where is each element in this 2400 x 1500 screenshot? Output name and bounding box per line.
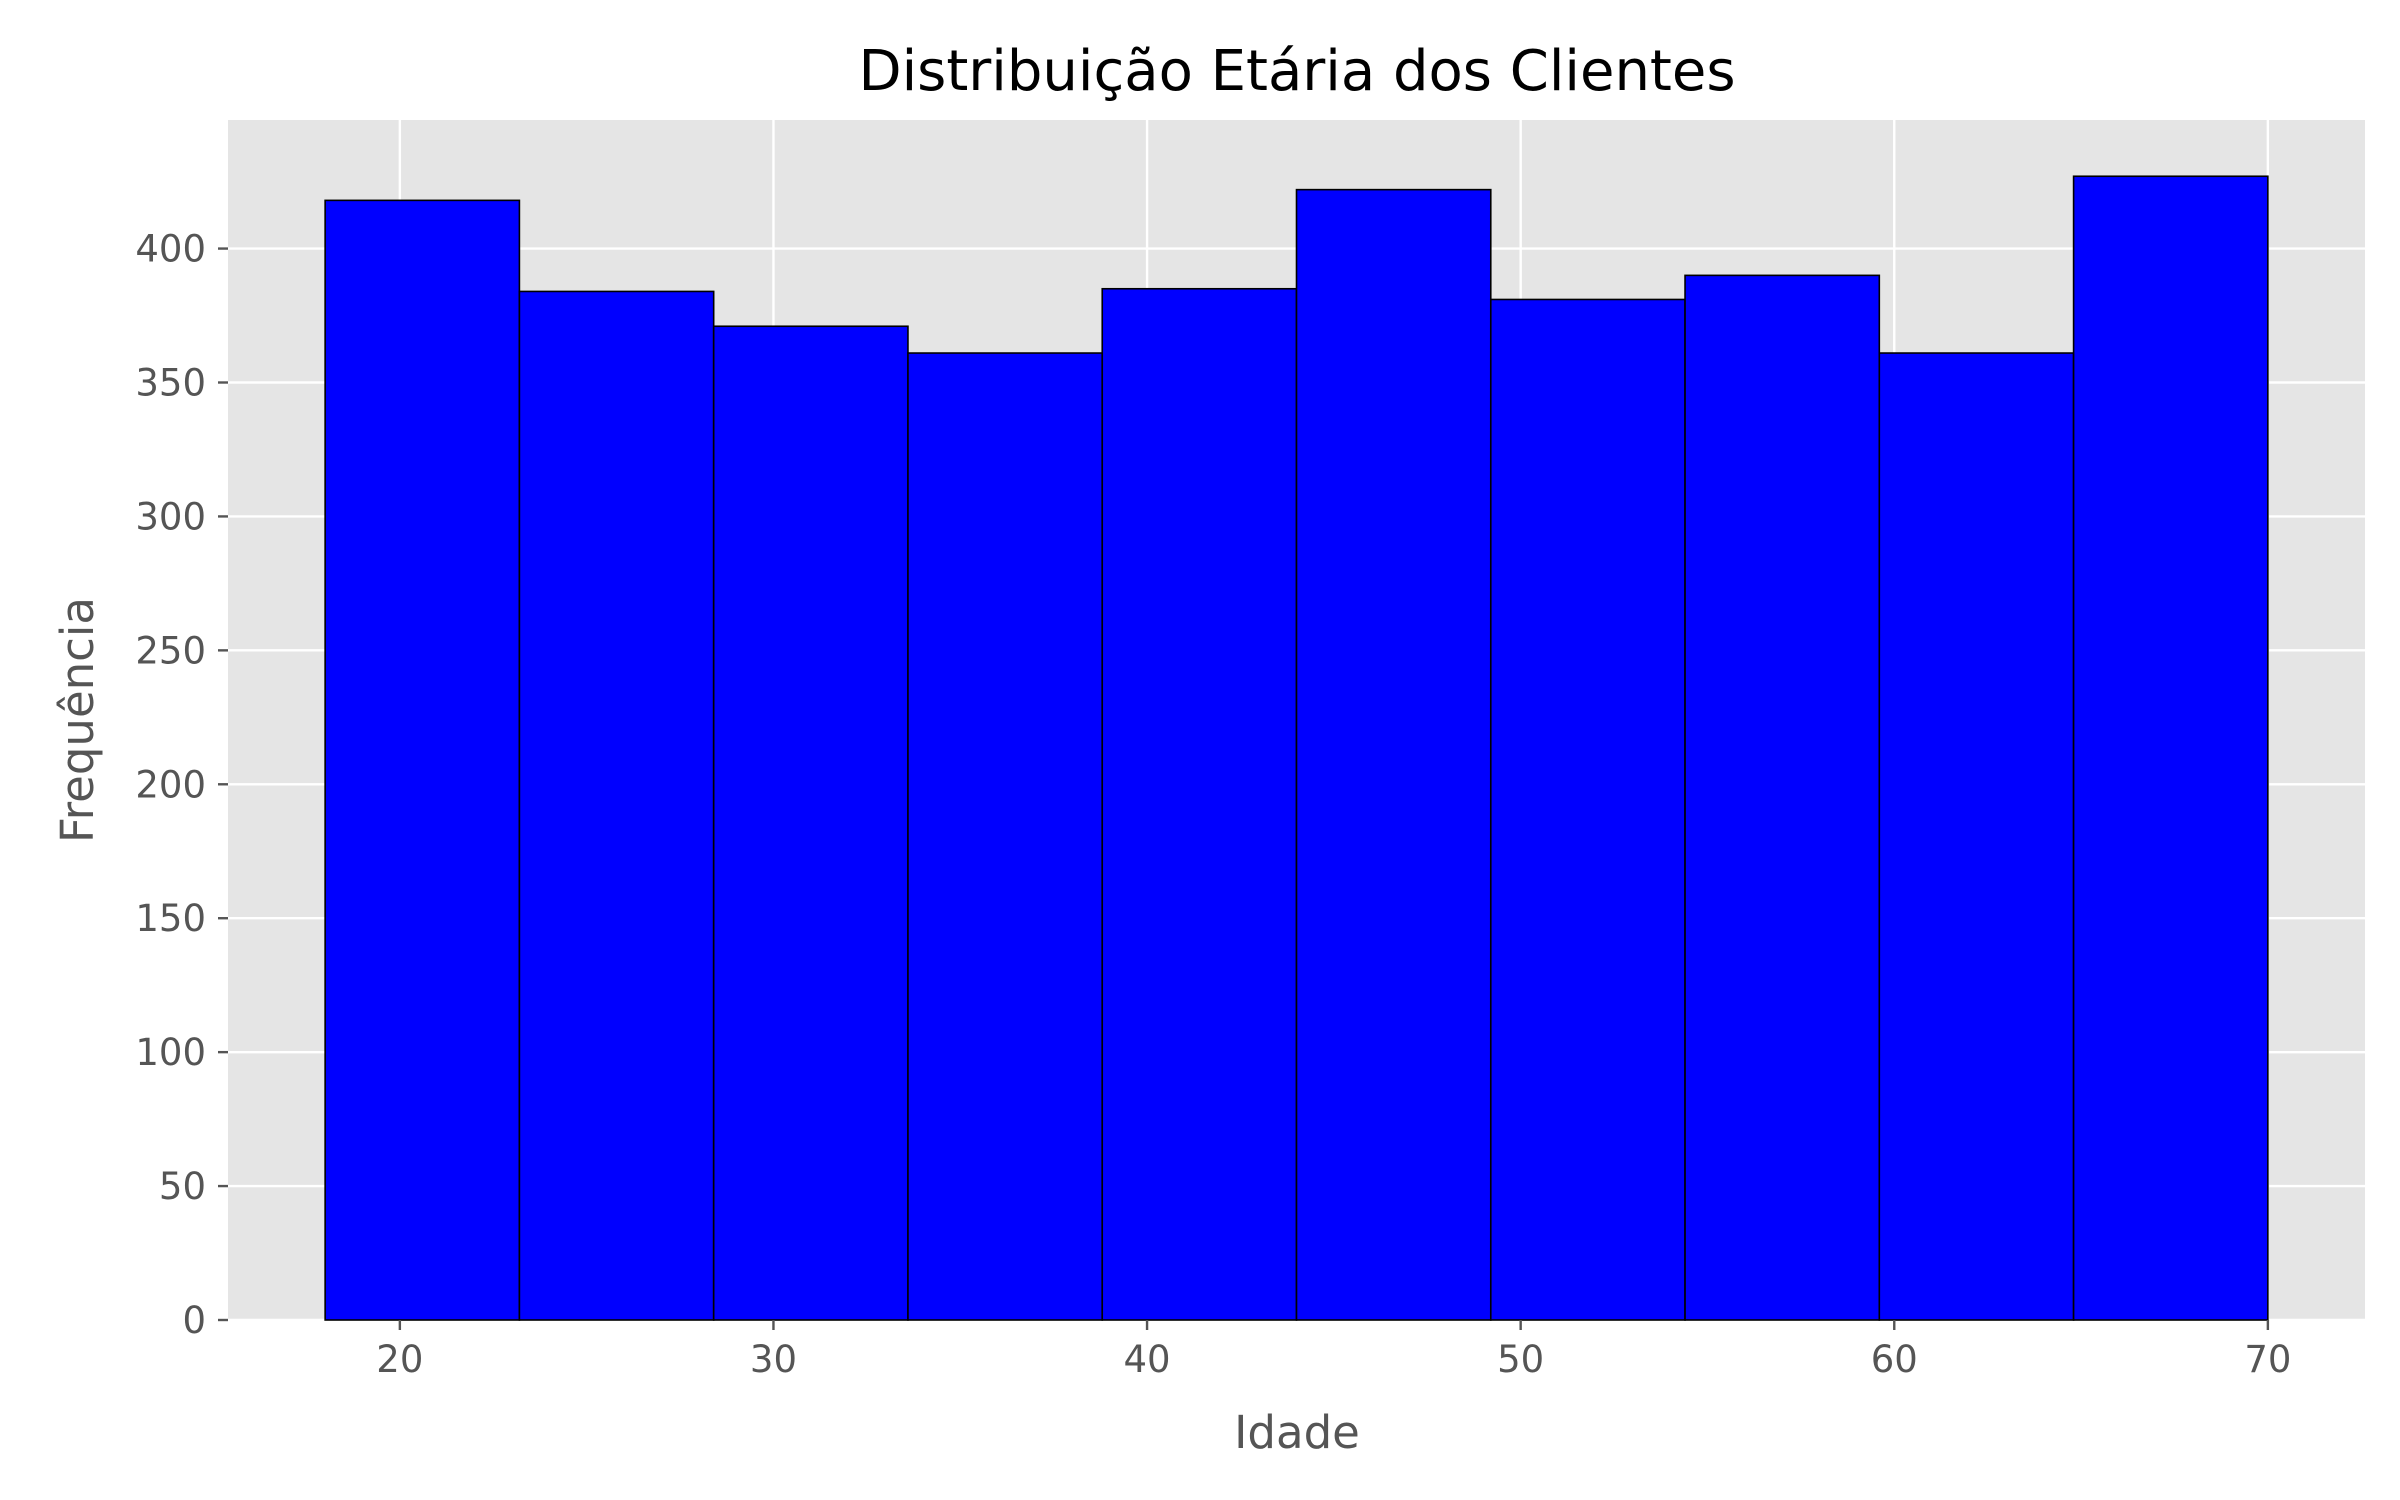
y-tick-label: 100 bbox=[135, 1031, 206, 1074]
y-tick-label: 400 bbox=[135, 228, 206, 271]
histogram-bar bbox=[1489, 298, 1686, 1321]
y-tick-label: 300 bbox=[135, 495, 206, 538]
histogram-bar bbox=[1295, 188, 1492, 1321]
x-axis-label: Idade bbox=[1234, 1406, 1360, 1459]
x-tick-label: 40 bbox=[1124, 1338, 1171, 1381]
y-axis-label: Frequência bbox=[51, 597, 104, 843]
histogram-bar bbox=[1878, 352, 2075, 1321]
y-tick-label: 200 bbox=[135, 763, 206, 806]
x-axis-ticks: 20 30 40 50 60 70 bbox=[376, 1320, 2291, 1381]
y-tick-label: 350 bbox=[135, 362, 206, 405]
histogram-bars bbox=[324, 175, 2269, 1321]
histogram-bar bbox=[2072, 175, 2269, 1321]
histogram-bar bbox=[907, 352, 1104, 1321]
histogram-bar bbox=[518, 290, 715, 1321]
y-tick-label: 0 bbox=[182, 1299, 206, 1342]
histogram-bar bbox=[324, 199, 521, 1321]
histogram-bar bbox=[712, 325, 909, 1321]
x-tick-label: 60 bbox=[1871, 1338, 1918, 1381]
chart-title: Distribuição Etária dos Clientes bbox=[858, 39, 1735, 104]
x-tick-label: 30 bbox=[750, 1338, 797, 1381]
histogram-bar bbox=[1101, 287, 1298, 1321]
y-axis-ticks: 0 50 100 150 200 250 300 350 400 bbox=[135, 228, 228, 1342]
x-tick-label: 20 bbox=[376, 1338, 423, 1381]
x-tick-label: 50 bbox=[1497, 1338, 1544, 1381]
y-tick-label: 150 bbox=[135, 897, 206, 940]
x-tick-label: 70 bbox=[2244, 1338, 2291, 1381]
y-tick-label: 50 bbox=[159, 1165, 206, 1208]
histogram-bar bbox=[1684, 274, 1881, 1321]
y-tick-label: 250 bbox=[135, 629, 206, 672]
